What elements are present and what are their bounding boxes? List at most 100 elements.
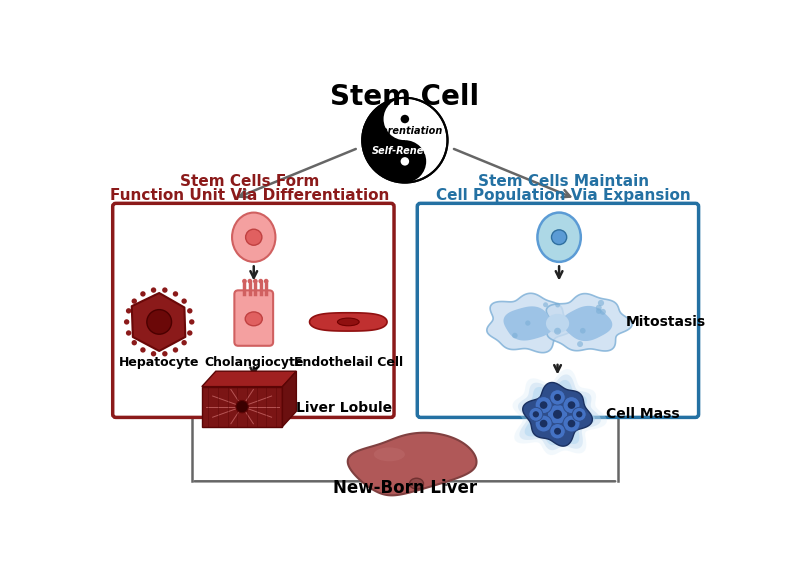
FancyBboxPatch shape (235, 290, 273, 346)
Circle shape (187, 330, 193, 336)
Text: Mitostasis: Mitostasis (626, 315, 706, 329)
Ellipse shape (409, 478, 423, 489)
Polygon shape (487, 293, 572, 353)
Ellipse shape (246, 229, 262, 245)
Ellipse shape (374, 447, 404, 461)
Circle shape (555, 302, 560, 307)
Circle shape (162, 287, 167, 293)
Ellipse shape (245, 312, 262, 326)
Ellipse shape (551, 230, 566, 244)
Circle shape (535, 415, 552, 432)
Circle shape (512, 333, 517, 338)
Circle shape (151, 287, 156, 293)
Circle shape (547, 404, 568, 424)
Text: Liver Lobule: Liver Lobule (296, 401, 393, 415)
Circle shape (151, 351, 156, 357)
Text: Cell Mass: Cell Mass (607, 407, 680, 421)
Circle shape (553, 410, 562, 419)
Circle shape (384, 140, 426, 183)
Circle shape (182, 298, 187, 304)
Text: New-Born Liver: New-Born Liver (333, 480, 477, 498)
Circle shape (173, 291, 179, 297)
Circle shape (596, 305, 602, 310)
Circle shape (598, 300, 604, 306)
Circle shape (576, 411, 582, 417)
FancyBboxPatch shape (113, 203, 394, 417)
Circle shape (126, 330, 131, 336)
Circle shape (535, 397, 552, 413)
Circle shape (363, 98, 447, 183)
FancyBboxPatch shape (417, 203, 698, 417)
Polygon shape (523, 383, 592, 446)
Polygon shape (132, 293, 186, 351)
Text: Endothelail Cell: Endothelail Cell (294, 356, 403, 369)
Circle shape (580, 328, 585, 334)
Text: Cholangiocyte: Cholangiocyte (204, 356, 303, 369)
Circle shape (529, 407, 543, 421)
Text: Hepatocyte: Hepatocyte (119, 356, 199, 369)
Polygon shape (513, 369, 607, 455)
Text: Stem Cells Form: Stem Cells Form (180, 174, 320, 188)
Circle shape (173, 347, 179, 353)
Polygon shape (348, 433, 476, 495)
Circle shape (236, 401, 248, 413)
Circle shape (147, 310, 171, 334)
Circle shape (540, 401, 547, 409)
Circle shape (554, 394, 561, 401)
Polygon shape (201, 387, 283, 427)
Circle shape (543, 302, 548, 307)
Ellipse shape (337, 318, 359, 326)
Circle shape (600, 309, 606, 315)
Circle shape (550, 390, 566, 405)
Circle shape (572, 407, 586, 421)
Circle shape (525, 320, 530, 326)
Circle shape (258, 279, 263, 283)
Polygon shape (518, 375, 601, 450)
Polygon shape (283, 371, 296, 427)
Circle shape (401, 115, 409, 123)
Circle shape (532, 411, 539, 417)
Circle shape (253, 279, 258, 283)
Wedge shape (363, 98, 404, 183)
Circle shape (568, 420, 575, 427)
Text: Stem Cell: Stem Cell (330, 83, 480, 111)
Circle shape (247, 279, 252, 283)
Circle shape (132, 340, 137, 346)
Polygon shape (562, 306, 612, 341)
Polygon shape (310, 313, 387, 331)
Circle shape (540, 420, 547, 427)
Circle shape (182, 340, 187, 346)
Circle shape (124, 319, 130, 325)
Ellipse shape (232, 213, 276, 262)
Text: Self-Renewal: Self-Renewal (371, 146, 443, 156)
Circle shape (563, 415, 580, 432)
Circle shape (162, 351, 167, 357)
Text: Function Unit Via Differentiation: Function Unit Via Differentiation (110, 188, 389, 202)
Text: Stem Cells Maintain: Stem Cells Maintain (478, 174, 649, 188)
Ellipse shape (537, 213, 581, 262)
Text: Cell Population Via Expansion: Cell Population Via Expansion (436, 188, 691, 202)
Circle shape (264, 279, 269, 283)
Circle shape (577, 341, 583, 347)
Circle shape (550, 424, 566, 439)
Circle shape (140, 291, 145, 297)
Circle shape (568, 401, 575, 409)
Ellipse shape (546, 314, 569, 333)
Polygon shape (523, 380, 595, 445)
Circle shape (554, 328, 561, 335)
Circle shape (242, 279, 246, 283)
Circle shape (596, 308, 602, 314)
Circle shape (126, 308, 131, 313)
Polygon shape (503, 306, 553, 340)
Circle shape (384, 98, 426, 140)
Polygon shape (547, 294, 632, 351)
Circle shape (132, 298, 137, 304)
Circle shape (563, 397, 580, 413)
Circle shape (189, 319, 194, 325)
Circle shape (187, 308, 193, 313)
Text: Differentiation: Differentiation (362, 126, 443, 136)
Polygon shape (201, 371, 296, 387)
Circle shape (140, 347, 145, 353)
Circle shape (401, 157, 409, 166)
Circle shape (554, 428, 561, 435)
